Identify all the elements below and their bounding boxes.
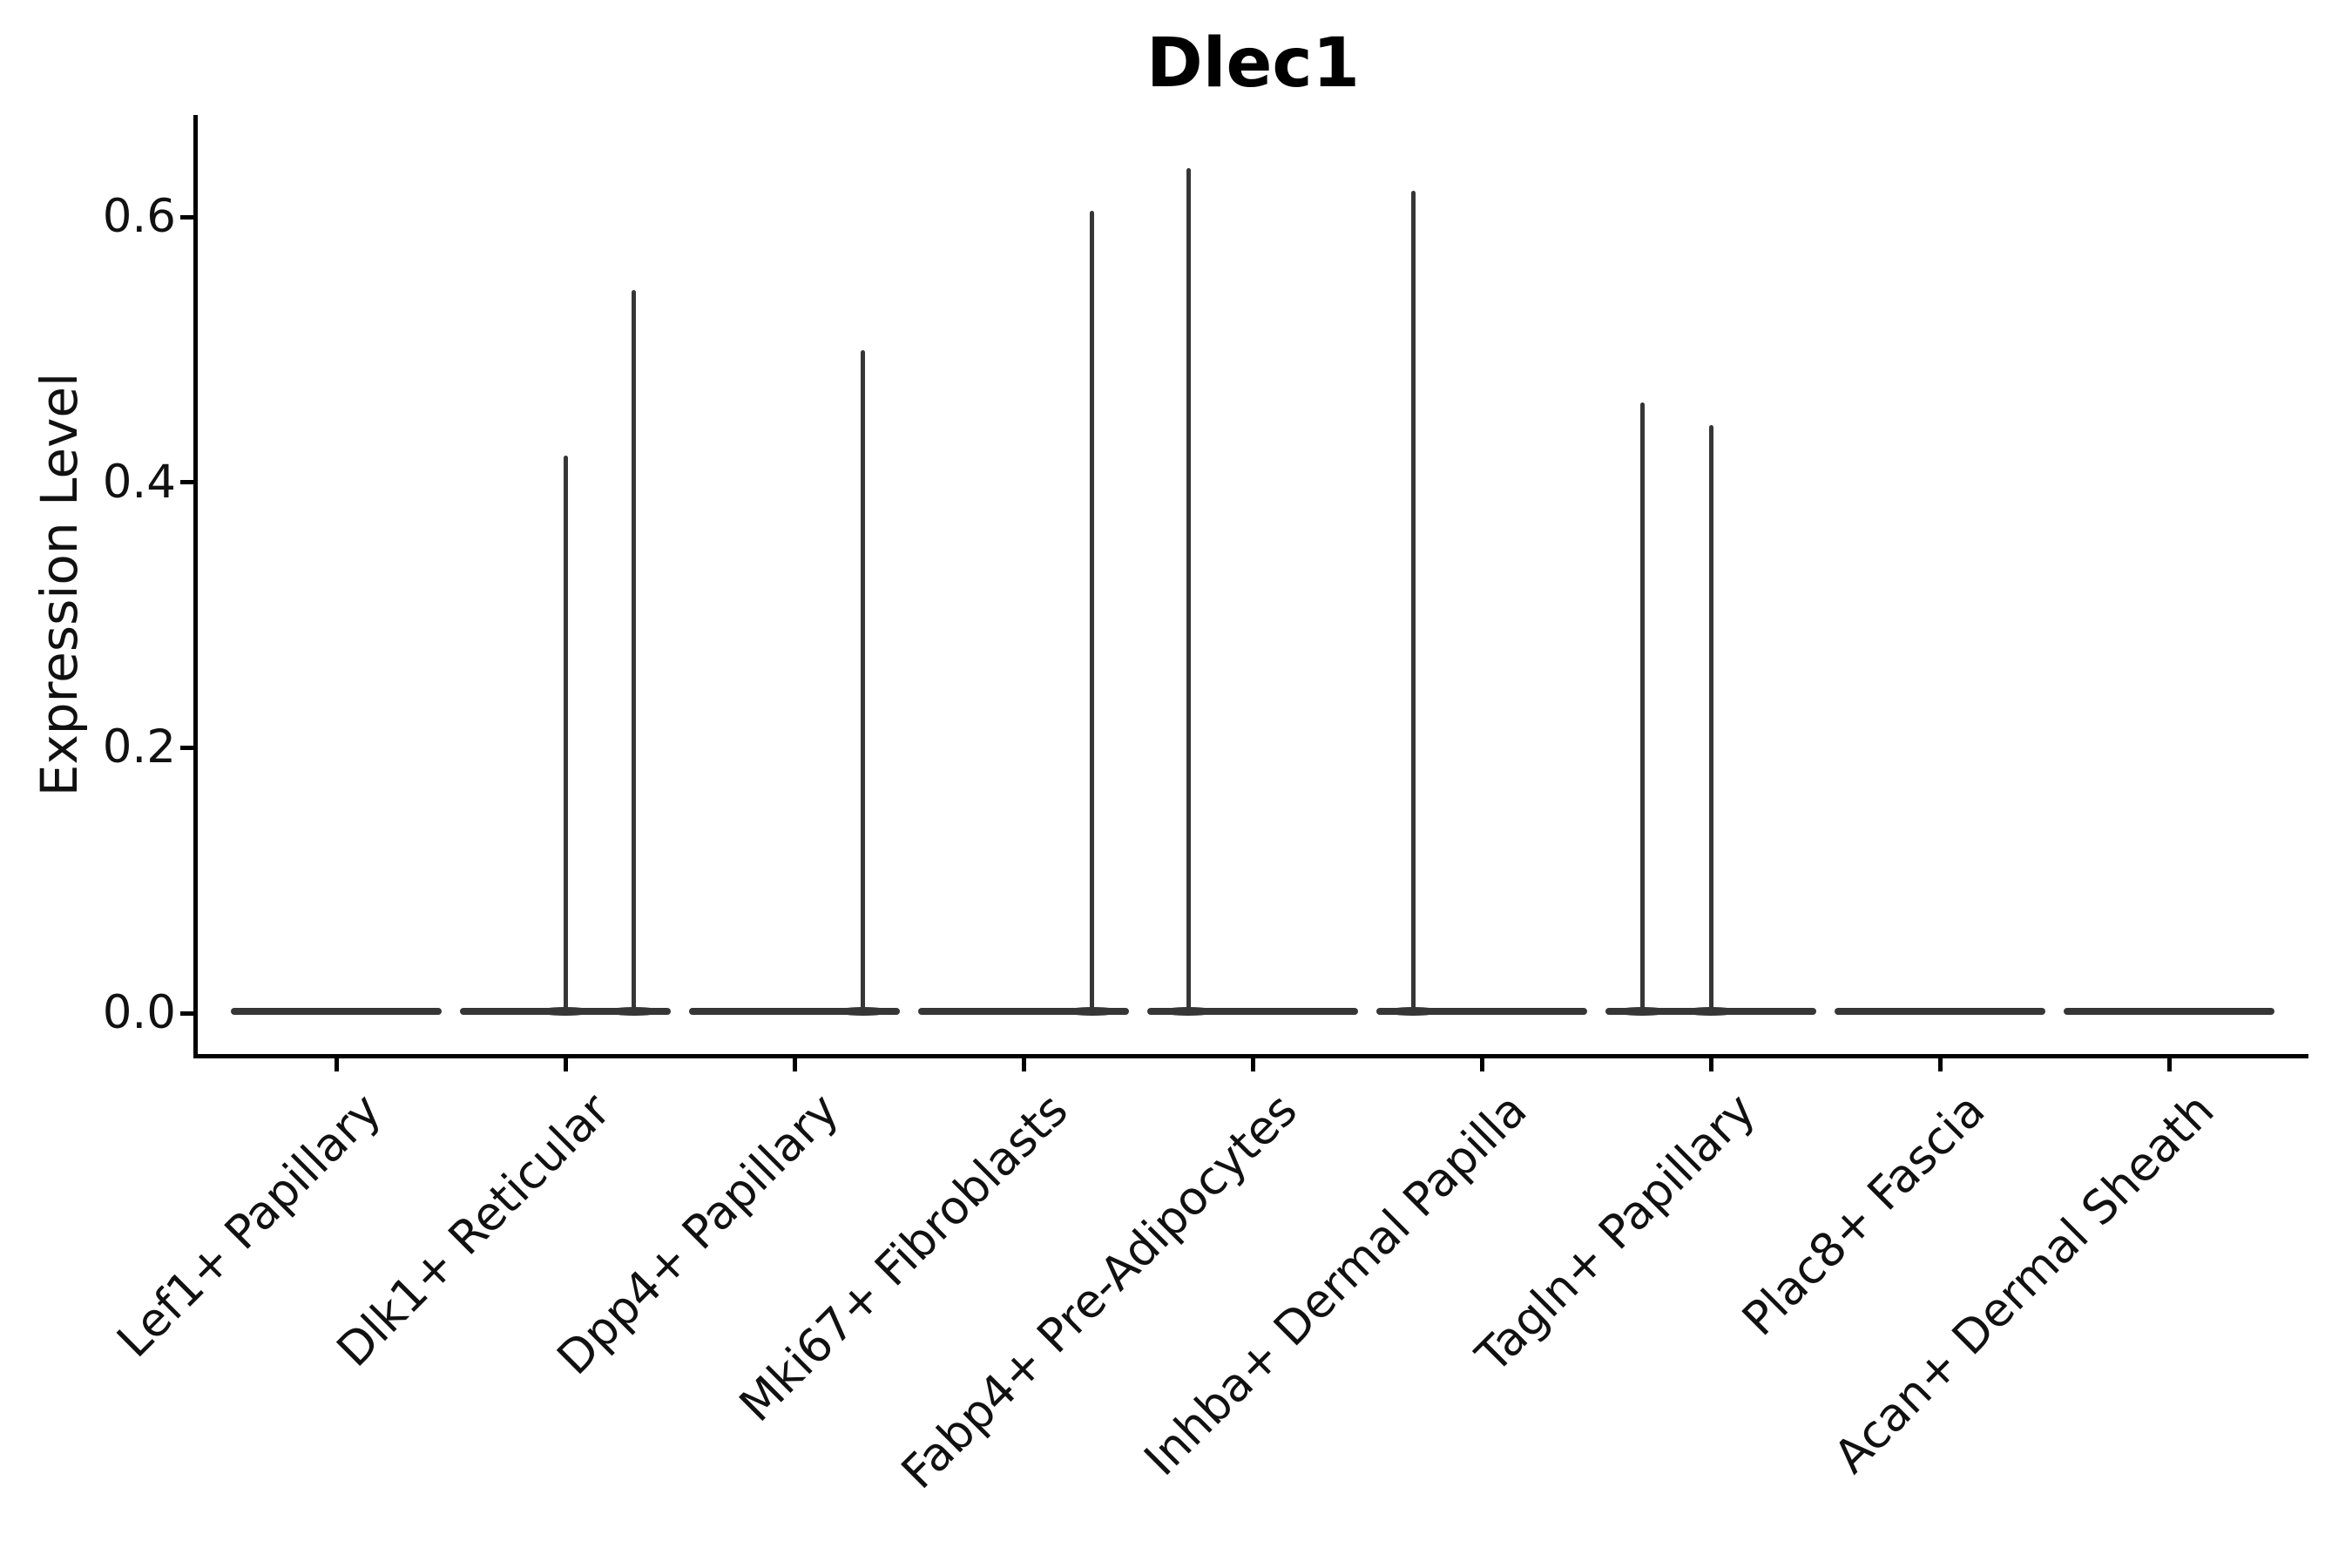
y-tick-label: 0.2 xyxy=(102,720,176,774)
violin-bar xyxy=(231,1008,442,1015)
x-tick xyxy=(1708,1058,1713,1071)
violin-spike xyxy=(563,456,568,1011)
x-tick xyxy=(1021,1058,1026,1071)
y-axis-spine xyxy=(193,115,198,1058)
y-tick xyxy=(180,745,193,750)
x-tick xyxy=(1937,1058,1943,1071)
violin-bar xyxy=(689,1008,900,1015)
x-tick xyxy=(1250,1058,1255,1071)
violin-bar xyxy=(1835,1008,2045,1015)
x-tick xyxy=(2166,1058,2172,1071)
violin-spike-foot xyxy=(835,1007,891,1016)
y-axis-label: Expression Level xyxy=(30,372,89,797)
y-tick-label: 0.6 xyxy=(102,190,176,244)
x-tick xyxy=(1479,1058,1484,1071)
violin-spike xyxy=(1639,402,1645,1011)
violin-spike-foot xyxy=(1614,1007,1671,1016)
x-axis-spine xyxy=(193,1054,2308,1058)
violin-spike-foot xyxy=(1385,1007,1442,1016)
violin-bar xyxy=(918,1008,1129,1015)
violin-bar xyxy=(1376,1008,1587,1015)
x-tick xyxy=(563,1058,568,1071)
y-tick xyxy=(180,1010,193,1016)
x-tick xyxy=(792,1058,797,1071)
violin-spike xyxy=(1090,210,1095,1011)
violin-spike-foot xyxy=(537,1007,593,1016)
x-tick-label: Acan+ Dermal Sheath xyxy=(1823,1083,2225,1484)
violin-spike xyxy=(1410,190,1416,1011)
x-tick-label: Plac8+ Fascia xyxy=(1732,1083,1996,1347)
violin-spike-foot xyxy=(605,1007,662,1016)
violin-spike-foot xyxy=(1160,1007,1217,1016)
violin-spike xyxy=(1186,167,1191,1011)
y-tick-label: 0.4 xyxy=(102,455,176,509)
violin-bar xyxy=(1147,1008,1358,1015)
y-tick xyxy=(180,214,193,220)
violin-spike xyxy=(632,289,637,1011)
violin-spike xyxy=(1708,425,1713,1011)
violin-bar xyxy=(2064,1008,2274,1015)
x-tick-label: Inhba+ Dermal Papilla xyxy=(1133,1083,1538,1486)
x-tick-label: Fabp4+ Pre-Adipocytes xyxy=(891,1083,1308,1500)
y-tick-label: 0.0 xyxy=(102,986,176,1039)
chart-title: Dlec1 xyxy=(1146,24,1360,103)
violin-spike-foot xyxy=(1683,1007,1739,1016)
x-tick xyxy=(334,1058,339,1071)
y-tick xyxy=(180,480,193,485)
violin-spike-foot xyxy=(1064,1007,1120,1016)
violin-spike xyxy=(861,349,866,1011)
